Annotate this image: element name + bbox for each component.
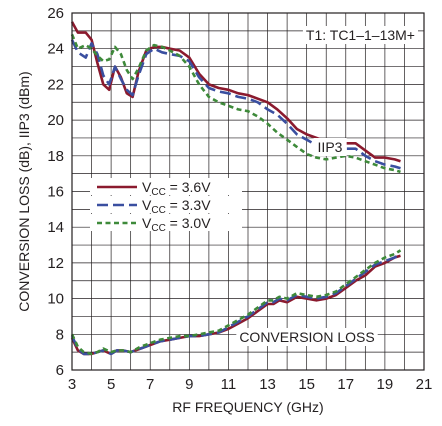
annotation-box-iip3: [313, 138, 347, 156]
y-tick-label: 24: [47, 41, 64, 58]
y-tick-label: 22: [47, 76, 64, 93]
annotations: T1: TC1–1–13M+ IIP3 CONVERSION LOSS: [236, 26, 418, 346]
y-tick-label: 10: [47, 291, 64, 308]
y-tick-label: 8: [56, 326, 64, 343]
legend-label: VCC = 3.0V: [142, 215, 211, 234]
y-tick-label: 12: [47, 255, 64, 272]
annotation-transformer: T1: TC1–1–13M+: [306, 27, 415, 43]
legend-entry: VCC = 3.3V: [90, 196, 242, 216]
legend-label: VCC = 3.6V: [142, 179, 211, 198]
y-tick-label: 26: [47, 5, 64, 22]
legend-entry-background: [90, 214, 242, 231]
y-tick-label: 20: [47, 112, 64, 129]
annotation-box-conversion-loss: [236, 328, 378, 346]
series-line-5: [70, 249, 402, 356]
legend-entry: VCC = 3.6V: [90, 178, 242, 198]
annotation-conversion-loss: CONVERSION LOSS: [239, 329, 374, 345]
plot-frame: [71, 12, 425, 371]
x-tick-label: 17: [337, 376, 354, 393]
legend-entry-background: [90, 178, 242, 195]
annotation-iip3: IIP3: [318, 139, 343, 155]
y-axis-label: CONVERSION LOSS (dB), IIP3 (dBm): [16, 71, 32, 311]
x-axis-label: RF FREQUENCY (GHz): [172, 399, 323, 415]
tick-labels: 3 5 7 9 11 13 15 17 19 21 6 8 10 12 14 16 18 20 22 24 26: [47, 5, 432, 393]
annotation-box-transformer: [302, 26, 418, 44]
legend-entry-background: [90, 196, 242, 213]
series-line-1: [70, 39, 401, 170]
x-tick-label: 19: [377, 376, 394, 393]
y-tick-label: 18: [47, 148, 64, 165]
x-tick-label: 13: [259, 376, 276, 393]
x-tick-label: 21: [416, 376, 433, 393]
y-tick-label: 14: [47, 219, 64, 236]
y-tick-label: 6: [56, 362, 64, 379]
x-tick-label: 15: [298, 376, 315, 393]
y-tick-label: 16: [47, 184, 64, 201]
legend-entry: VCC = 3.0V: [90, 214, 242, 234]
x-tick-label: 11: [221, 376, 237, 393]
x-tick-label: 5: [107, 376, 115, 393]
series-line-2: [70, 33, 401, 174]
x-tick-label: 7: [146, 376, 154, 393]
legend-label: VCC = 3.3V: [142, 197, 211, 216]
x-tick-label: 3: [68, 376, 76, 393]
x-tick-label: 9: [185, 376, 193, 393]
